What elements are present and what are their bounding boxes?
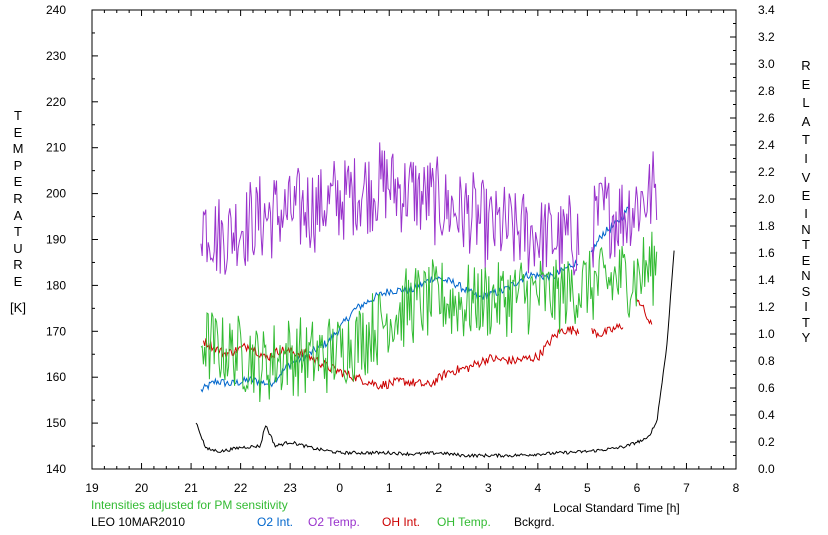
right-tick-label: 3.2 (758, 30, 775, 44)
right-tick-label: 1.8 (758, 219, 775, 233)
left-tick-label: 200 (46, 187, 66, 201)
axis-label-letter: T (802, 132, 810, 148)
axis-label-letter: M (12, 141, 24, 157)
right-tick-label: 2.6 (758, 111, 775, 125)
x-tick-label: 4 (535, 481, 542, 495)
right-tick-label: 0.0 (758, 462, 775, 476)
series-bckgrd (195, 250, 675, 459)
legend-o2-temp: O2 Temp. (308, 515, 360, 529)
right-tick-label: 2.0 (758, 192, 775, 206)
axis-label-letter: A (801, 113, 811, 129)
right-tick-label: 3.4 (758, 3, 775, 17)
x-tick-label: 0 (336, 481, 343, 495)
right-tick-label: 0.6 (758, 381, 775, 395)
plot-frame (91, 9, 737, 470)
left-axis-unit: [K] (10, 300, 26, 315)
left-tick-label: 150 (46, 416, 66, 430)
axis-label-letter: V (801, 169, 811, 185)
axis-label-letter: N (801, 268, 811, 283)
right-tick-label: 2.2 (758, 165, 775, 179)
axis-label-letter: A (13, 207, 23, 223)
axis-label-letter: N (801, 221, 811, 237)
left-tick-label: 190 (46, 233, 66, 247)
x-tick-label: 7 (683, 481, 690, 495)
x-tick-label: 5 (584, 481, 591, 495)
axis-label-letter: T (802, 237, 810, 252)
x-tick-label: 20 (135, 481, 149, 495)
axis-label-letter: I (804, 151, 808, 166)
axis-label-letter: E (13, 174, 23, 190)
legend-bckgrd: Bckgrd. (514, 515, 555, 529)
right-tick-label: 2.4 (758, 138, 775, 152)
left-tick-label: 180 (46, 278, 66, 292)
axis-label-letter: E (801, 188, 811, 204)
axis-label-letter: P (13, 157, 23, 173)
axis-label-letter: Y (801, 330, 811, 345)
right-tick-label: 1.4 (758, 273, 775, 287)
axis-label-letter: L (802, 95, 810, 111)
x-tick-label: 21 (184, 481, 198, 495)
right-tick-label: 0.4 (758, 408, 775, 422)
x-tick-label: 19 (85, 481, 99, 495)
axis-label-letter: T (14, 108, 22, 123)
x-tick-label: 23 (283, 481, 297, 495)
x-tick-label: 8 (733, 481, 740, 495)
axis-label-letter: E (801, 252, 811, 268)
axis-label-letter: S (801, 283, 811, 299)
left-tick-label: 210 (46, 141, 66, 155)
right-tick-label: 0.8 (758, 354, 775, 368)
left-tick-label: 220 (46, 95, 66, 109)
axis-label-letter: R (13, 257, 23, 273)
axis-label-letter: R (13, 191, 23, 206)
station-label: LEO 10MAR2010 (91, 515, 186, 529)
axis-label-letter: U (13, 240, 23, 256)
right-tick-label: 2.8 (758, 84, 775, 98)
right-tick-label: 0.2 (758, 435, 775, 449)
x-tick-label: 22 (234, 481, 248, 495)
series-o2-temp (200, 142, 658, 277)
left-tick-label: 140 (46, 462, 66, 476)
x-tick-label: 6 (634, 481, 641, 495)
axis-label-letter: I (804, 206, 808, 221)
legend-o2-int: O2 Int. (257, 515, 294, 529)
axis-label-letter: E (13, 124, 23, 140)
axis-label-letter: E (801, 76, 811, 92)
x-tick-label: 2 (435, 481, 442, 495)
left-tick-label: 240 (46, 3, 66, 17)
right-tick-label: 3.0 (758, 57, 775, 71)
legend-oh-temp: OH Temp. (437, 515, 491, 529)
axis-label-letter: T (14, 224, 22, 240)
left-tick-label: 170 (46, 324, 66, 338)
right-tick-label: 1.2 (758, 300, 775, 314)
right-tick-label: 1.0 (758, 327, 775, 341)
axis-label-letter: R (801, 58, 811, 73)
chart-note: Intensities adjusted for PM sensitivity (91, 498, 288, 512)
series-oh-temp (200, 231, 658, 403)
x-axis-title: Local Standard Time [h] (553, 501, 680, 515)
axis-label-letter: T (802, 314, 810, 330)
legend-oh-int: OH Int. (382, 515, 421, 529)
left-tick-label: 160 (46, 370, 66, 384)
x-tick-label: 1 (386, 481, 393, 495)
left-tick-label: 230 (46, 49, 66, 63)
axis-label-letter: E (13, 274, 23, 289)
axis-label-letter: I (804, 299, 808, 314)
x-tick-label: 3 (485, 481, 492, 495)
right-tick-label: 1.6 (758, 246, 775, 260)
